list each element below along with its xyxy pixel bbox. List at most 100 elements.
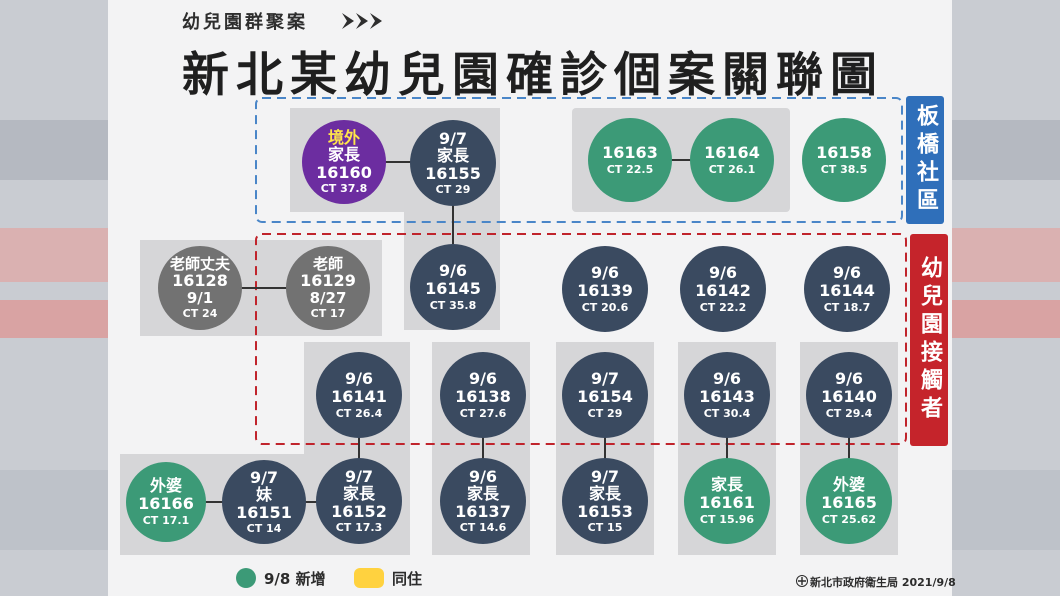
case-node-16142: 9/6 16142 CT 22.2: [680, 246, 766, 332]
legend-new-case-label: 9/8 新增: [264, 570, 326, 588]
case-id: 16154: [577, 386, 633, 406]
case-date: 9/7: [249, 467, 279, 487]
case-node-16138: 9/6 16138 CT 27.6: [440, 352, 526, 438]
zone-label-kindergarten: 幼兒園接觸者: [910, 234, 948, 446]
case-role: 家長: [342, 484, 375, 504]
case-ct-value: CT 29.4: [825, 406, 873, 420]
case-date: 9/7: [590, 466, 620, 486]
case-id: 16144: [819, 280, 875, 300]
case-date: 9/6: [468, 466, 498, 486]
case-date: 9/7: [344, 466, 374, 486]
case-role: 家長: [327, 145, 360, 165]
case-date: 9/6: [590, 263, 620, 283]
case-ct-value: CT 30.4: [703, 406, 751, 420]
case-id: 16139: [577, 280, 633, 300]
case-ct-value: CT 29: [587, 406, 623, 420]
case-node-16166: 外婆 16166 CT 17.1: [126, 462, 206, 542]
case-date: 9/1: [186, 288, 214, 307]
case-id: 16164: [704, 143, 760, 163]
legend-cohabit-label: 同住: [392, 570, 423, 588]
case-ct-value: CT 22.5: [606, 162, 654, 176]
case-node-16144: 9/6 16144 CT 18.7: [804, 246, 890, 332]
case-node-16163: 16163 CT 22.5: [588, 118, 672, 202]
case-role: 家長: [466, 484, 499, 504]
case-ct-value: CT 14: [246, 522, 282, 536]
case-node-16160: 境外 家長 16160 CT 37.8: [302, 120, 386, 204]
case-id: 16160: [316, 162, 372, 182]
case-ct-value: CT 17.1: [142, 513, 190, 527]
case-role: 家長: [436, 146, 469, 166]
case-id: 16158: [816, 143, 872, 163]
case-node-16152: 9/7 家長 16152 CT 17.3: [316, 458, 402, 544]
case-id: 16129: [300, 271, 356, 291]
banqiao-community-zone-outline: [255, 97, 903, 223]
case-id: 16165: [821, 492, 877, 512]
case-ct-value: CT 17.3: [335, 521, 383, 535]
case-ct-value: CT 18.7: [823, 300, 871, 314]
case-node-16128: 老師丈夫 16128 9/1 CT 24: [158, 246, 242, 330]
double-chevron-icon: [342, 13, 382, 29]
case-node-16154: 9/7 16154 CT 29: [562, 352, 648, 438]
case-id: 16166: [138, 493, 194, 513]
case-ct-value: CT 27.6: [459, 406, 507, 420]
case-node-16161: 家長 16161 CT 15.96: [684, 458, 770, 544]
case-id: 16163: [602, 143, 658, 163]
case-date: 9/6: [708, 263, 738, 283]
case-id: 16145: [425, 278, 481, 298]
case-ct-value: CT 15.96: [699, 512, 755, 526]
right-blurred-margin: [952, 0, 1060, 596]
case-node-16129: 老師 16129 8/27 CT 17: [286, 246, 370, 330]
case-id: 16141: [331, 386, 387, 406]
case-role: 老師: [312, 254, 343, 273]
case-id: 16137: [455, 501, 511, 521]
case-id: 16128: [172, 271, 228, 291]
case-ct-value: CT 14.6: [459, 521, 507, 535]
case-id: 16155: [425, 163, 481, 183]
case-node-16165: 外婆 16165 CT 25.62: [806, 458, 892, 544]
case-date: 8/27: [309, 288, 347, 307]
case-ct-value: CT 24: [182, 307, 218, 321]
legend-cohabit-swatch: [354, 568, 384, 588]
case-node-16143: 9/6 16143 CT 30.4: [684, 352, 770, 438]
case-date: 9/7: [590, 369, 620, 389]
header-subtitle: 幼兒園群聚案: [182, 12, 308, 33]
case-node-16164: 16164 CT 26.1: [690, 118, 774, 202]
case-date: 9/6: [344, 369, 374, 389]
case-date: 9/6: [468, 369, 498, 389]
kindergarten-contacts-zone-outline: [255, 233, 907, 445]
case-ct-value: CT 29: [435, 183, 471, 197]
case-ct-value: CT 35.8: [429, 298, 477, 312]
case-node-16145: 9/6 16145 CT 35.8: [410, 244, 496, 330]
case-ct-value: CT 26.1: [708, 162, 756, 176]
zone-label-banqiao: 板橋社區: [906, 96, 944, 224]
case-ct-value: CT 20.6: [581, 300, 629, 314]
health-bureau-logo-icon: [796, 575, 808, 587]
case-role: 家長: [588, 484, 621, 504]
case-node-16141: 9/6 16141 CT 26.4: [316, 352, 402, 438]
case-ct-value: CT 25.62: [821, 512, 877, 526]
case-node-16139: 9/6 16139 CT 20.6: [562, 246, 648, 332]
legend-new-case-swatch: [236, 568, 256, 588]
case-role: 家長: [710, 475, 743, 495]
case-ct-value: CT 15: [587, 521, 623, 535]
case-node-16155: 9/7 家長 16155 CT 29: [410, 120, 496, 206]
case-origin: 境外: [327, 127, 360, 147]
case-date: 9/6: [832, 263, 862, 283]
case-node-16137: 9/6 家長 16137 CT 14.6: [440, 458, 526, 544]
case-id: 16140: [821, 386, 877, 406]
case-date: 9/7: [438, 128, 468, 148]
case-ct-value: CT 37.8: [320, 182, 368, 196]
case-date: 9/6: [834, 369, 864, 389]
case-role: 外婆: [149, 476, 182, 496]
case-node-16158: 16158 CT 38.5: [802, 118, 886, 202]
case-id: 16142: [695, 280, 751, 300]
case-ct-value: CT 22.2: [699, 300, 747, 314]
case-ct-value: CT 38.5: [820, 162, 868, 176]
case-id: 16153: [577, 501, 633, 521]
case-id: 16138: [455, 386, 511, 406]
case-node-16151: 9/7 妹 16151 CT 14: [222, 460, 306, 544]
case-id: 16161: [699, 492, 755, 512]
case-role: 外婆: [832, 475, 865, 495]
case-node-16153: 9/7 家長 16153 CT 15: [562, 458, 648, 544]
case-role: 老師丈夫: [169, 254, 230, 273]
